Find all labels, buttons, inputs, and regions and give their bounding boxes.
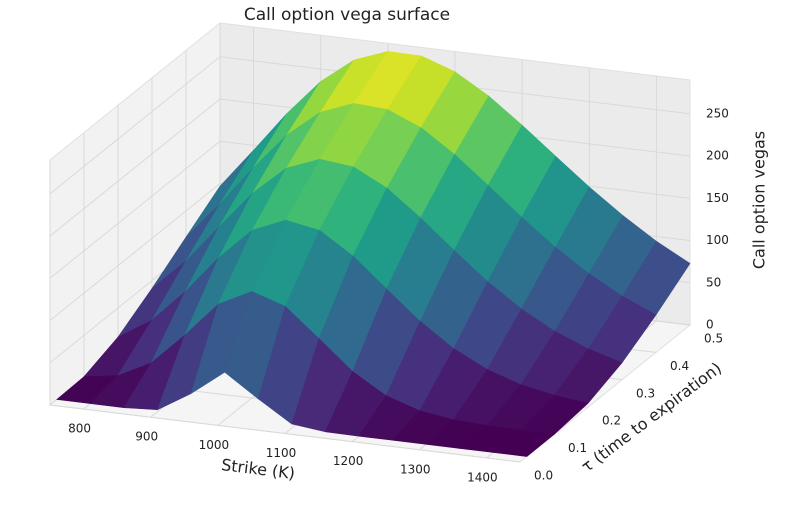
y-tick-label: 0.1 bbox=[568, 441, 587, 455]
z-tick-label: 0 bbox=[706, 318, 714, 332]
grid-line bbox=[49, 183, 221, 321]
y-tick-label: 0.4 bbox=[670, 359, 689, 373]
chart-title: Call option vega surface bbox=[244, 5, 450, 25]
z-axis-label: Call option vegas bbox=[750, 131, 769, 269]
z-tick-label: 150 bbox=[706, 191, 729, 205]
y-tick-label: 0.2 bbox=[602, 414, 621, 428]
x-tick-label: 1000 bbox=[199, 438, 230, 452]
z-tick-label: 250 bbox=[706, 106, 729, 120]
grid-line bbox=[49, 140, 221, 279]
x-tick-label: 900 bbox=[135, 430, 158, 444]
y-tick-label: 0.5 bbox=[704, 332, 723, 346]
x-tick-label: 1400 bbox=[467, 470, 498, 484]
grid-line bbox=[49, 404, 521, 463]
y-tick-label: 0.0 bbox=[534, 469, 553, 483]
x-tick-label: 1200 bbox=[333, 454, 364, 468]
surface-patch bbox=[492, 429, 555, 457]
y-tick-label: 0.3 bbox=[636, 386, 655, 400]
x-tick-label: 1300 bbox=[400, 462, 431, 476]
x-tick-label: 800 bbox=[68, 422, 91, 436]
grid-line bbox=[49, 56, 221, 195]
x-tick-label: 1100 bbox=[266, 446, 297, 460]
z-tick-label: 200 bbox=[706, 149, 729, 163]
z-tick-label: 100 bbox=[706, 233, 729, 247]
grid-line bbox=[49, 98, 221, 237]
z-tick-label: 50 bbox=[706, 275, 721, 289]
